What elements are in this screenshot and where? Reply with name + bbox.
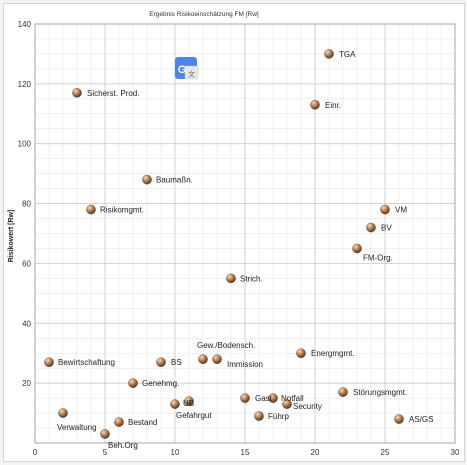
chart-frame: Ergebnis Risikoeinschätzung FM [Rw] Risi… <box>3 3 465 462</box>
point-label: Gefahrgut <box>176 411 212 420</box>
data-point <box>128 378 138 388</box>
data-point <box>198 354 208 365</box>
point-labels: TGA Sicherst. Prod. Einr. Baumaßn. Risikomgm… <box>57 50 433 450</box>
x-tick-label: 0 <box>33 448 38 457</box>
y-tick-labels: 20 40 60 80 100 120 140 <box>18 20 32 388</box>
y-tick-label: 60 <box>22 259 31 268</box>
y-axis-label: Risikowert [Rw] <box>8 210 15 263</box>
data-point <box>212 354 222 365</box>
point-label: Energmgmt. <box>311 349 355 358</box>
data-point <box>156 357 166 367</box>
data-point <box>338 387 348 397</box>
y-tick-label: 20 <box>22 379 31 388</box>
x-tick-label: 5 <box>103 448 108 457</box>
data-point <box>100 429 110 439</box>
point-label: Security <box>293 402 322 411</box>
data-point <box>58 408 68 418</box>
data-point <box>170 399 180 409</box>
data-point <box>268 393 278 403</box>
point-label: UB <box>183 399 194 408</box>
point-label: Immission <box>227 360 263 369</box>
point-label: BS <box>171 358 182 367</box>
google-translate-icon[interactable]: G 文 <box>175 57 199 80</box>
scatter-chart: Ergebnis Risikoeinschätzung FM [Rw] Risi… <box>8 11 460 457</box>
data-point <box>380 204 390 215</box>
data-point <box>240 393 250 403</box>
y-tick-label: 140 <box>18 20 32 29</box>
point-label: Sicherst. Prod. <box>87 89 139 98</box>
point-label: Gast <box>255 394 273 403</box>
point-label: Bestand <box>128 418 157 427</box>
data-point <box>142 174 152 185</box>
data-point <box>226 273 236 284</box>
y-tick-label: 100 <box>18 140 32 149</box>
point-label: Störungsmgmt. <box>353 388 407 397</box>
data-point <box>296 348 306 359</box>
svg-text:文: 文 <box>188 70 195 79</box>
data-point <box>352 243 362 254</box>
y-tick-label: 120 <box>18 80 32 89</box>
x-tick-label: 25 <box>381 448 390 457</box>
point-label: Gew./Bodensch. <box>197 341 255 350</box>
point-label: Bewirtschaftung <box>58 358 115 367</box>
data-points <box>44 49 404 439</box>
grid-lines <box>34 23 456 444</box>
data-point <box>324 49 334 59</box>
data-point <box>184 396 194 406</box>
data-point <box>310 100 320 110</box>
chart-title: Ergebnis Risikoeinschätzung FM [Rw] <box>149 11 259 18</box>
y-tick-label: 40 <box>22 319 31 328</box>
x-tick-label: 15 <box>241 448 250 457</box>
point-label: Beh.Org <box>108 441 138 450</box>
x-tick-label: 20 <box>311 448 320 457</box>
data-point <box>86 204 96 215</box>
point-label: BV <box>381 224 392 233</box>
data-point <box>366 222 376 233</box>
x-tick-label: 10 <box>171 448 180 457</box>
point-label: FM-Org. <box>363 253 393 262</box>
x-tick-label: 30 <box>451 448 460 457</box>
y-tick-label: 80 <box>22 200 31 209</box>
point-label: Führp <box>268 412 289 421</box>
point-label: Genehmg. <box>142 379 179 388</box>
plot-area <box>34 23 456 444</box>
data-point <box>254 411 264 421</box>
point-label: Baumaßn. <box>156 176 193 185</box>
x-tick-labels: 0 5 10 15 20 25 30 <box>33 448 460 457</box>
point-label: Einr. <box>325 101 341 110</box>
point-label: Strich. <box>240 274 263 283</box>
point-label: Verwaltung <box>57 423 97 432</box>
point-label: AS/GS <box>409 415 433 424</box>
data-point <box>72 88 82 98</box>
point-label: TGA <box>339 50 356 59</box>
data-point <box>282 399 292 409</box>
data-point <box>114 417 124 427</box>
svg-text:G: G <box>178 64 187 76</box>
point-label: VM <box>395 206 407 215</box>
point-label: Risikomgmt. <box>100 206 144 215</box>
point-label: Notfall <box>281 394 304 403</box>
data-point <box>394 414 404 424</box>
data-point <box>44 357 54 367</box>
